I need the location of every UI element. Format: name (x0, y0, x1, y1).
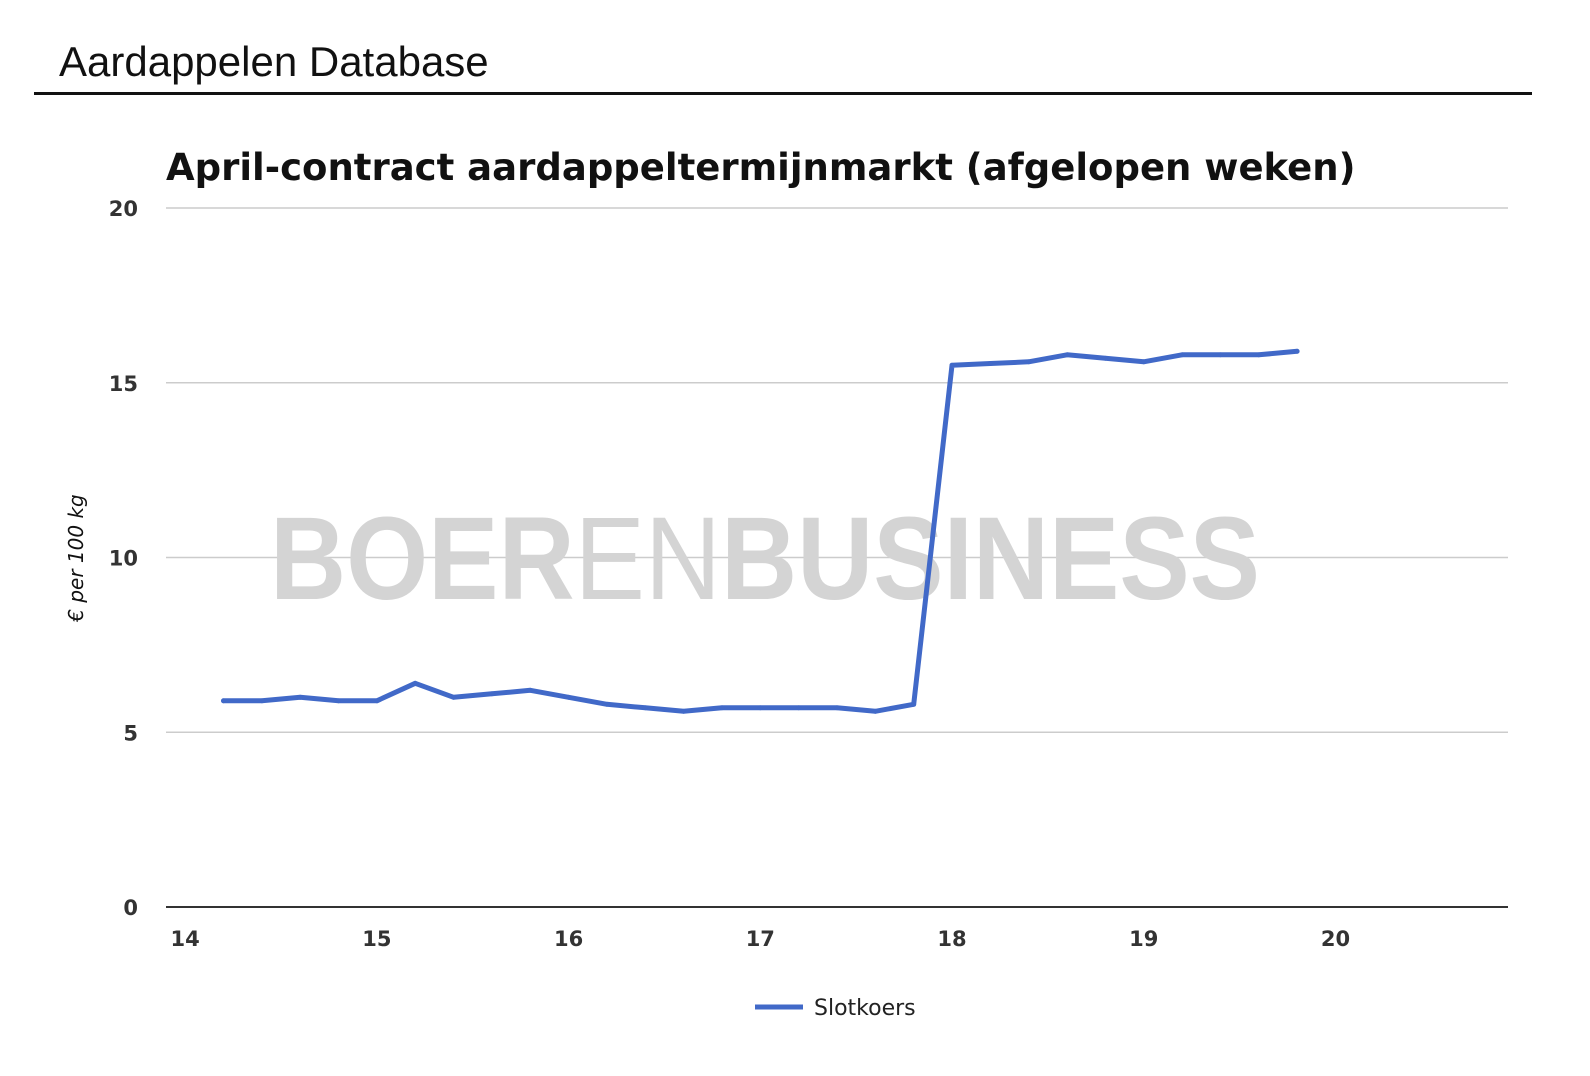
data-point (757, 705, 763, 711)
series-lines (221, 348, 1300, 714)
y-tick-label: 5 (123, 721, 138, 745)
data-point (489, 691, 495, 697)
x-tick-label: 19 (1129, 927, 1158, 951)
data-point (834, 705, 840, 711)
data-point (412, 680, 418, 686)
data-point (1141, 359, 1147, 365)
chart-title: April-contract aardappeltermijnmarkt (af… (166, 146, 1356, 189)
data-point (1064, 352, 1070, 358)
x-axis-ticks: 14 15 16 17 18 19 20 (171, 927, 1351, 951)
data-point (1256, 352, 1262, 358)
data-point (1218, 352, 1223, 358)
legend: Slotkoers (755, 996, 916, 1021)
watermark-logo: BOERENBUSINESS (270, 493, 1260, 625)
y-tick-label: 0 (123, 896, 138, 920)
data-point (604, 701, 610, 707)
x-tick-label: 16 (554, 927, 583, 951)
data-point (642, 705, 648, 711)
x-tick-label: 14 (171, 927, 200, 951)
data-point (336, 698, 341, 704)
data-point (566, 694, 571, 700)
y-axis-label: € per 100 kg (64, 494, 88, 622)
y-tick-label: 20 (109, 197, 138, 221)
data-point (681, 708, 686, 714)
gridlines (166, 207, 1508, 908)
data-point (297, 694, 303, 700)
data-point (988, 361, 993, 366)
x-tick-label: 18 (937, 927, 966, 951)
page-title: Aardappelen Database (59, 38, 489, 85)
data-point (949, 362, 955, 368)
x-tick-label: 20 (1321, 927, 1350, 951)
data-point (527, 687, 533, 693)
data-point (221, 698, 226, 704)
data-point (1294, 348, 1300, 354)
y-axis-ticks: 0 5 10 15 20 (109, 197, 138, 920)
x-tick-label: 15 (362, 927, 391, 951)
data-point (872, 708, 878, 714)
data-point (719, 705, 725, 711)
data-point (1103, 355, 1108, 361)
data-point (911, 701, 917, 707)
header-divider (34, 92, 1532, 95)
y-tick-label: 10 (109, 547, 138, 571)
x-tick-label: 17 (746, 927, 775, 951)
data-point (374, 698, 380, 704)
data-point (796, 705, 802, 711)
data-point (451, 694, 456, 700)
legend-label: Slotkoers (814, 996, 916, 1021)
data-point (1026, 359, 1032, 365)
data-point (259, 698, 265, 704)
y-tick-label: 15 (109, 372, 138, 396)
data-point (1179, 352, 1185, 358)
